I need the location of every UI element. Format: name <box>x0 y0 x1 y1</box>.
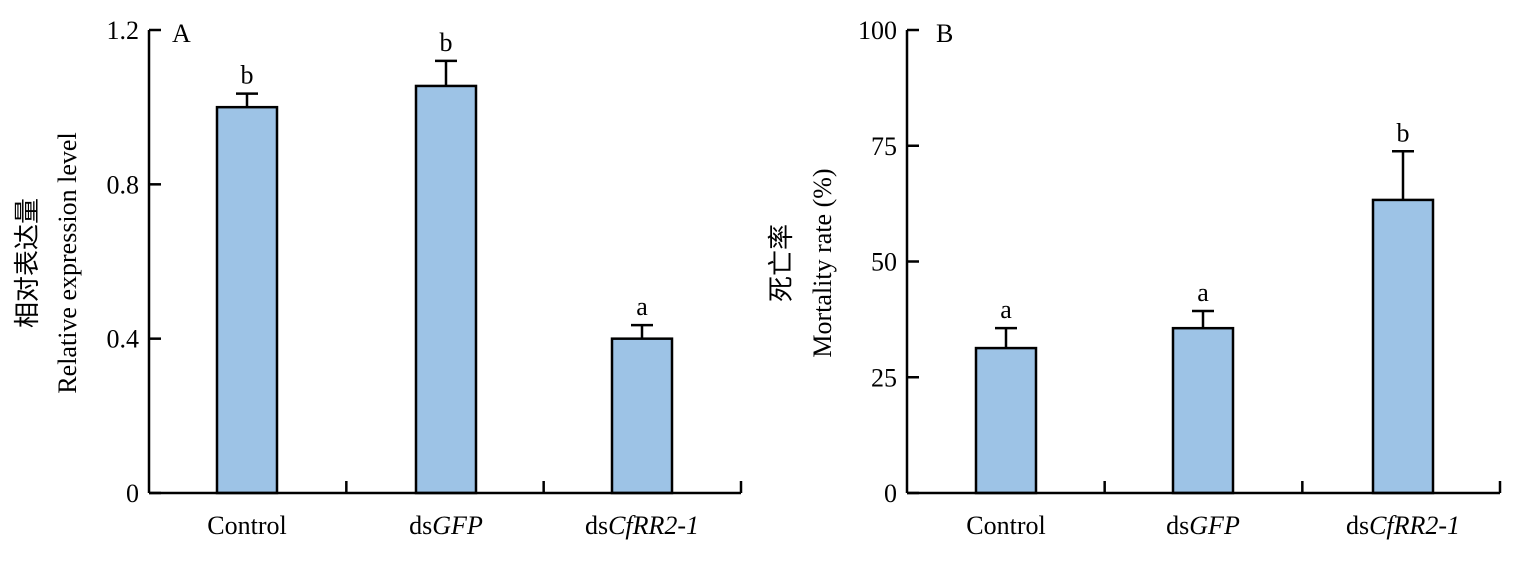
x-tick-label: Control <box>207 511 286 540</box>
bar <box>1371 198 1435 495</box>
y-axis-title-cn: 死亡率 <box>767 224 796 302</box>
bar <box>1171 326 1235 495</box>
y-tick-label: 0.8 <box>107 170 140 199</box>
x-tick-label: dsCfRR2-1 <box>1346 511 1460 540</box>
significance-letter: b <box>1397 118 1410 147</box>
significance-letter: a <box>636 292 648 321</box>
y-tick-label: 0.4 <box>107 325 140 354</box>
y-axis-title-cn: 相对表达量 <box>13 198 42 328</box>
x-tick-label: dsCfRR2-1 <box>585 511 699 540</box>
x-tick-label: Control <box>966 511 1045 540</box>
chart-panel-b: a a b 0 25 50 75 100 Control dsGFP dsCfRR2-1 B 死亡率 Mo… <box>767 16 1502 540</box>
y-tick-label: 75 <box>871 132 897 161</box>
y-axis-title: Mortality rate (%) <box>808 168 837 357</box>
significance-letter: b <box>241 61 254 90</box>
bar <box>610 337 674 495</box>
y-tick-label: 0 <box>884 479 897 508</box>
x-tick-label: dsGFP <box>1166 511 1240 540</box>
bar <box>414 84 478 495</box>
panel-letter: B <box>936 19 953 48</box>
panel-letter: A <box>172 19 191 48</box>
y-tick-label: 100 <box>858 16 897 45</box>
significance-letter: a <box>1197 278 1209 307</box>
chart-panel-a: b b a 0 0.4 0.8 1.2 Control dsGFP dsCfRR2-1 A 相对表达量… <box>13 16 743 540</box>
significance-letter: b <box>440 28 453 57</box>
bar <box>215 105 279 495</box>
y-tick-label: 25 <box>871 363 897 392</box>
y-tick-label: 1.2 <box>107 16 140 45</box>
y-tick-label: 50 <box>871 248 897 277</box>
bar <box>974 346 1038 495</box>
y-tick-label: 0 <box>126 479 139 508</box>
x-tick-label: dsGFP <box>409 511 483 540</box>
y-axis-title: Relative expression level <box>53 132 82 393</box>
significance-letter: a <box>1000 295 1012 324</box>
